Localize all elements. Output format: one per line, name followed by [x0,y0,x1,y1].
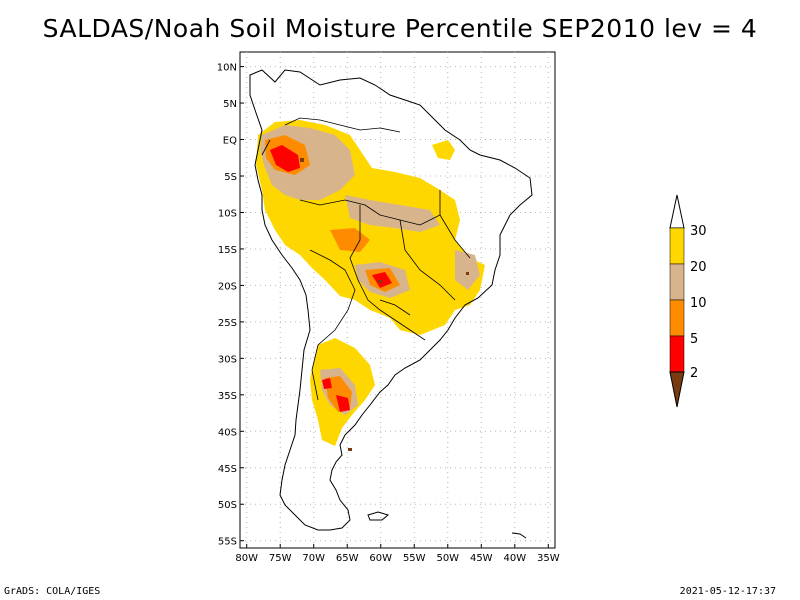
longitude-label: 35W [537,553,560,564]
footer-timestamp: 2021-05-12-17:37 [679,586,776,597]
graticule [240,52,555,548]
south-america-coastline [249,69,533,531]
longitude-label: 55W [403,553,426,564]
longitude-label: 65W [336,553,359,564]
footer-credit: GrADS: COLA/IGES [4,586,101,597]
latitude-label: 20S [218,281,237,292]
legend-box-2-5 [669,335,685,373]
latitude-label: 40S [218,427,237,438]
latitude-label: 55S [218,537,237,548]
map-title: SALDAS/Noah Soil Moisture Percentile SEP… [42,14,758,43]
shade-lt2-b [378,280,382,283]
longitude-label: 50W [436,553,459,564]
shade-2-5-amazon [270,145,300,172]
shade-10-20-east [455,250,480,290]
legend-label-5: 5 [690,332,698,347]
latitude-label: 10N [217,63,237,74]
latitude-labels: 10N 5N EQ 5S 10S 15S 20S 25S 30S 35S 40S 45S 50S 55S [217,63,237,548]
longitude-label: 75W [269,553,292,564]
latitude-label: 30S [218,354,237,365]
legend-box-10-20 [669,263,685,301]
latitude-label: 25S [218,318,237,329]
legend-label-20: 20 [690,260,707,275]
longitude-label: 40W [503,553,526,564]
latitude-label: 10S [218,208,237,219]
longitude-label: 80W [235,553,258,564]
legend-box-5-10 [669,299,685,337]
latitude-label: EQ [223,136,237,147]
shade-lt2-d [348,448,352,451]
legend-bottom-arrow [669,371,685,408]
falkland-islands [367,511,390,521]
longitude-label: 45W [470,553,493,564]
shade-20-30-north-east [432,140,455,160]
legend-top-arrow [669,194,685,229]
latitude-label: 35S [218,391,237,402]
south-georgia [511,532,527,539]
latitude-label: 45S [218,464,237,475]
legend-label-30: 30 [690,224,707,239]
legend-box-20-30 [669,227,685,265]
latitude-label: 15S [218,245,237,256]
latitude-label: 50S [218,500,237,511]
shade-2-5-argentina-b [322,378,332,389]
longitude-labels: 80W 75W 70W 65W 60W 55W 50W 45W 40W 35W [235,553,559,564]
shade-2-5-argentina [336,395,350,412]
longitude-label: 70W [302,553,325,564]
longitude-label: 60W [369,553,392,564]
shade-10-20-central [345,195,440,232]
percentile-shading [256,120,485,451]
legend-label-10: 10 [690,296,707,311]
map-frame [239,51,556,549]
shade-lt2-a [300,158,304,162]
color-legend: 30 20 10 5 2 [669,194,707,408]
country-borders [261,117,471,401]
latitude-label: 5S [224,172,237,183]
latitude-label: 5N [223,99,237,110]
shade-lt2-c [466,272,469,275]
legend-label-2: 2 [690,366,698,381]
